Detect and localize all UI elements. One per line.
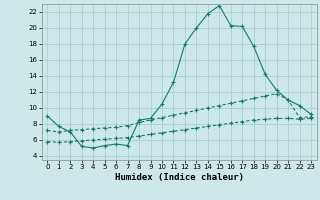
X-axis label: Humidex (Indice chaleur): Humidex (Indice chaleur) [115,173,244,182]
